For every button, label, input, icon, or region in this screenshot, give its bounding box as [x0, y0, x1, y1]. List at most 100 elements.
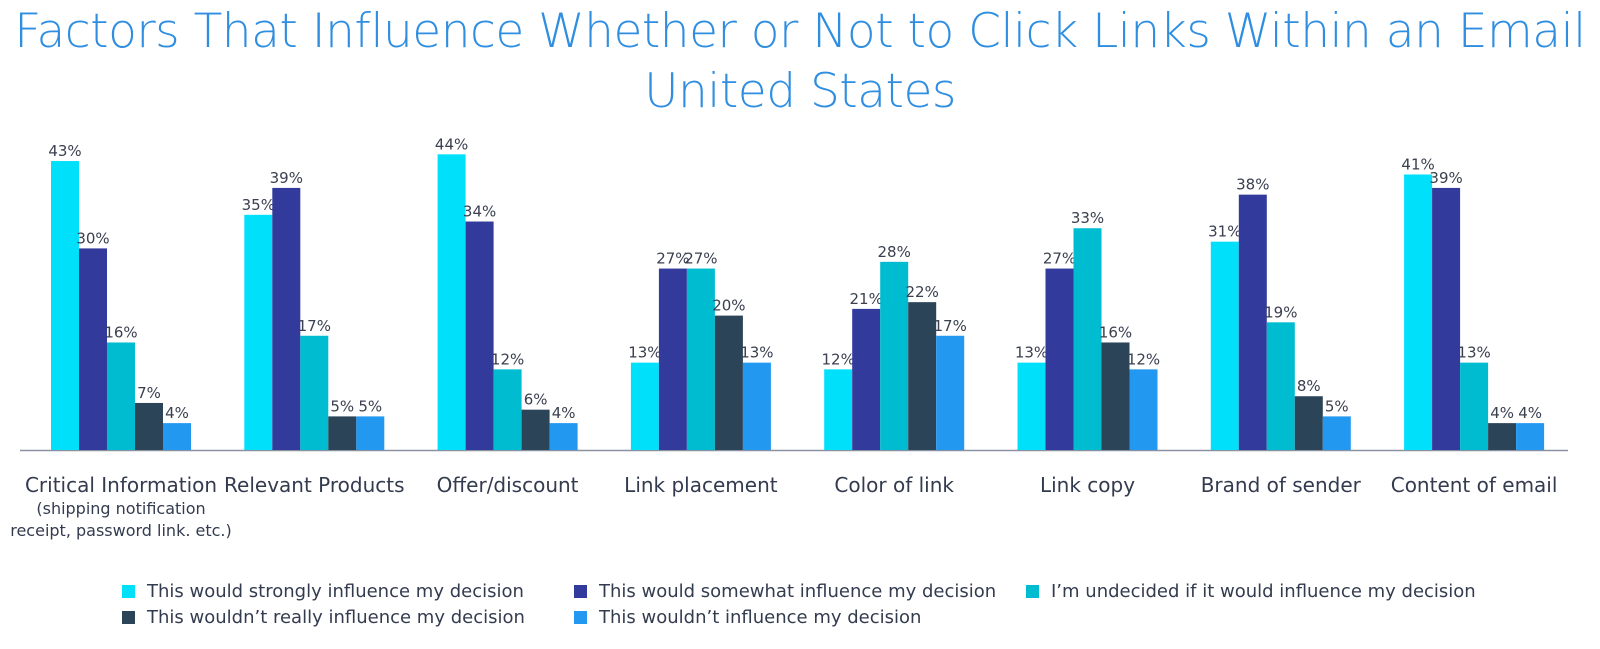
data-label: 39% [270, 169, 303, 187]
bar [163, 423, 191, 450]
data-label: 12% [822, 350, 855, 368]
bar [1073, 228, 1102, 450]
bar [1129, 369, 1158, 450]
data-label: 4% [1490, 404, 1514, 422]
legend-swatch [122, 584, 135, 598]
bar [1017, 362, 1046, 450]
bar [356, 416, 385, 450]
bar [880, 261, 909, 450]
bar [272, 187, 301, 451]
data-label: 13% [1457, 344, 1490, 362]
bar [1432, 187, 1461, 451]
data-label: 44% [435, 135, 468, 153]
bar [300, 335, 329, 450]
bar [244, 214, 273, 450]
data-label: 4% [165, 404, 189, 422]
category-label: Critical Information [25, 473, 217, 497]
data-label: 21% [850, 290, 883, 308]
category-label: Relevant Products [224, 473, 405, 497]
data-label: 17% [934, 317, 967, 335]
category-label: Color of link [834, 473, 954, 497]
data-label: 22% [906, 283, 939, 301]
legend-item: This would somewhat influence my decisio… [574, 580, 1026, 602]
bar [437, 154, 466, 450]
category-label: Content of email [1391, 473, 1558, 497]
category-sublabel: receipt, password link. etc.) [10, 521, 232, 540]
data-label: 4% [552, 404, 576, 422]
bar [51, 161, 79, 451]
data-label: 19% [1264, 303, 1297, 321]
legend-label: I’m undecided if it would influence my d… [1051, 580, 1476, 602]
chart-title: Factors That Influence Whether or Not to… [14, 4, 1586, 59]
data-label: 43% [48, 142, 81, 160]
legend-label: This would strongly influence my decisio… [147, 580, 524, 602]
category-label: Brand of sender [1201, 473, 1362, 497]
data-label: 12% [491, 350, 524, 368]
category-label: Link copy [1040, 473, 1135, 497]
bar [686, 268, 715, 450]
data-label: 34% [463, 203, 496, 221]
bar [107, 342, 135, 450]
bar [79, 248, 107, 450]
legend-swatch [574, 610, 587, 624]
chart-subtitle: United States [644, 64, 956, 119]
data-label: 13% [1015, 344, 1048, 362]
bar [465, 221, 494, 450]
bar [936, 335, 965, 450]
bar [549, 423, 578, 450]
data-label: 13% [740, 344, 773, 362]
legend-label: This would somewhat influence my decisio… [599, 580, 997, 602]
legend-swatch [574, 584, 587, 598]
data-label: 28% [878, 243, 911, 261]
bar [1294, 396, 1323, 450]
legend-item: This would strongly influence my decisio… [122, 580, 574, 602]
data-label: 7% [137, 384, 161, 402]
data-label: 6% [524, 391, 548, 409]
data-label: 16% [1099, 323, 1132, 341]
data-label: 17% [298, 317, 331, 335]
bar [1238, 194, 1267, 450]
bar [1460, 362, 1489, 450]
data-label: 31% [1208, 223, 1241, 241]
bar [328, 416, 357, 450]
bar [1516, 423, 1545, 450]
legend-item: I’m undecided if it would influence my d… [1026, 580, 1486, 602]
category-label: Offer/discount [437, 473, 579, 497]
legend-swatch [122, 610, 135, 624]
legend-label: This wouldn’t really influence my decisi… [147, 606, 525, 628]
legend-item: This wouldn’t really influence my decisi… [122, 606, 574, 628]
category-sublabel: (shipping notification [36, 499, 205, 518]
data-label: 30% [76, 229, 109, 247]
bar [1404, 174, 1433, 451]
legend-item: This wouldn’t influence my decision [574, 606, 1026, 628]
bar [1322, 416, 1351, 450]
bar [908, 302, 937, 450]
bar [135, 402, 163, 450]
bar [658, 268, 687, 450]
legend-label: This wouldn’t influence my decision [599, 606, 922, 628]
data-label: 39% [1429, 169, 1462, 187]
data-label: 8% [1297, 377, 1321, 395]
data-label: 12% [1127, 350, 1160, 368]
bar [852, 308, 881, 450]
data-label: 27% [656, 250, 689, 268]
chart-legend: This would strongly influence my decisio… [122, 580, 1562, 628]
bar [521, 409, 550, 450]
data-label: 35% [242, 196, 275, 214]
data-label: 41% [1401, 155, 1434, 173]
data-label: 5% [358, 397, 382, 415]
category-label: Link placement [624, 473, 778, 497]
data-label: 4% [1518, 404, 1542, 422]
data-label: 38% [1236, 176, 1269, 194]
data-label: 13% [628, 344, 661, 362]
bar [493, 369, 522, 450]
data-label: 20% [712, 297, 745, 315]
data-label: 5% [330, 397, 354, 415]
data-label: 27% [1043, 250, 1076, 268]
bar-chart: 43%30%16%7%4%Critical Information(shippi… [10, 135, 1568, 540]
bar [1266, 322, 1295, 450]
data-label: 16% [104, 323, 137, 341]
bar [1101, 342, 1130, 450]
bar [1488, 423, 1517, 450]
bar [630, 362, 659, 450]
